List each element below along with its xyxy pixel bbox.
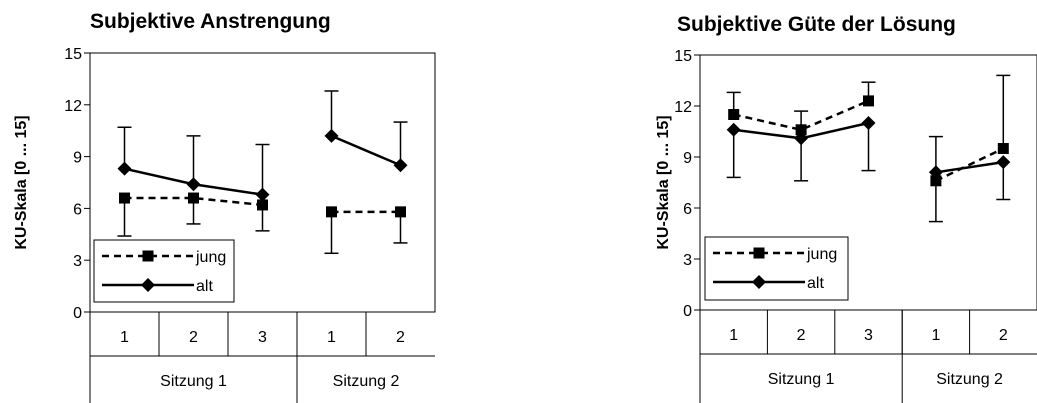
legend-label-alt: alt [807,275,824,292]
y-tick-label: 0 [73,305,82,322]
x-tick-label: 1 [931,327,940,344]
group-label: Sitzung 1 [768,371,835,388]
x-tick-label: 1 [120,329,129,346]
group-label: Sitzung 1 [160,373,227,390]
x-tick-label: 2 [999,327,1008,344]
data-point-jung [795,124,807,136]
y-tick-label: 15 [64,46,82,63]
data-point-jung [188,192,199,204]
x-tick-label: 2 [396,329,405,346]
y-tick-label: 3 [683,252,692,269]
legend-label-alt: alt [196,278,213,295]
legend-label-jung: jung [195,249,226,266]
x-tick-label: 3 [864,327,873,344]
x-tick-label: 1 [327,329,336,346]
data-point-jung [728,109,740,120]
data-point-jung [326,206,337,218]
data-point-alt [255,187,270,202]
chart-svg-anstrengung: Subjektive Anstrengung KU-Skala [0 ... 15… [13,10,436,403]
data-point-alt [324,128,339,143]
data-point-alt [996,155,1011,170]
data-point-alt [794,131,809,146]
data-point-jung [395,206,406,218]
data-point-alt [928,165,943,180]
x-tick-label: 3 [258,329,267,346]
legend-marker-jung [142,250,154,262]
plot-area [89,52,436,313]
plot-area [699,54,1037,311]
y-tick-label: 6 [73,201,82,218]
data-point-alt [861,116,876,130]
legend-box [93,239,235,303]
data-point-jung [863,95,874,107]
y-tick-label: 3 [73,253,82,270]
chart-svg-guete: Subjektive Güte der Lösung KU-Skala [0 ..… [655,13,1037,403]
x-tick-label: 2 [797,327,806,344]
y-axis-label: KU-Skala [0 ... 15] [13,115,30,249]
chart-subjektive-anstrengung: Subjektive Anstrengung KU-Skala [0 ... 15… [0,0,510,403]
data-point-alt [117,161,132,176]
legend-marker-alt [752,275,766,289]
legend-marker-jung [753,247,765,259]
legend-marker-alt [141,278,155,292]
series-line-jung [935,147,1004,182]
series-line-alt [331,134,401,167]
y-tick-label: 6 [683,201,692,218]
chart-title: Subjektive Güte der Lösung [677,13,956,36]
x-tick-label: 1 [729,327,738,344]
legend-box [704,236,849,301]
data-point-jung [997,143,1009,154]
x-tick-label: 2 [189,329,198,346]
series-line-alt [935,160,1004,174]
group-label: Sitzung 2 [333,373,400,390]
y-tick-label: 9 [683,150,692,167]
group-label: Sitzung 2 [936,371,1003,388]
y-tick-label: 9 [73,150,82,167]
data-point-alt [393,158,408,173]
y-tick-label: 0 [683,303,692,320]
legend-label-jung: jung [806,246,837,263]
y-tick-label: 12 [64,98,82,115]
chart-title: Subjektive Anstrengung [90,10,331,33]
data-point-alt [726,122,741,137]
chart-subjektive-guete: Subjektive Güte der Lösung KU-Skala [0 ..… [520,0,1037,403]
y-axis-label: KU-Skala [0 ... 15] [655,115,672,249]
y-tick-label: 12 [674,99,692,116]
data-point-alt [186,177,201,192]
y-tick-label: 15 [674,48,692,65]
data-point-jung [119,192,130,204]
